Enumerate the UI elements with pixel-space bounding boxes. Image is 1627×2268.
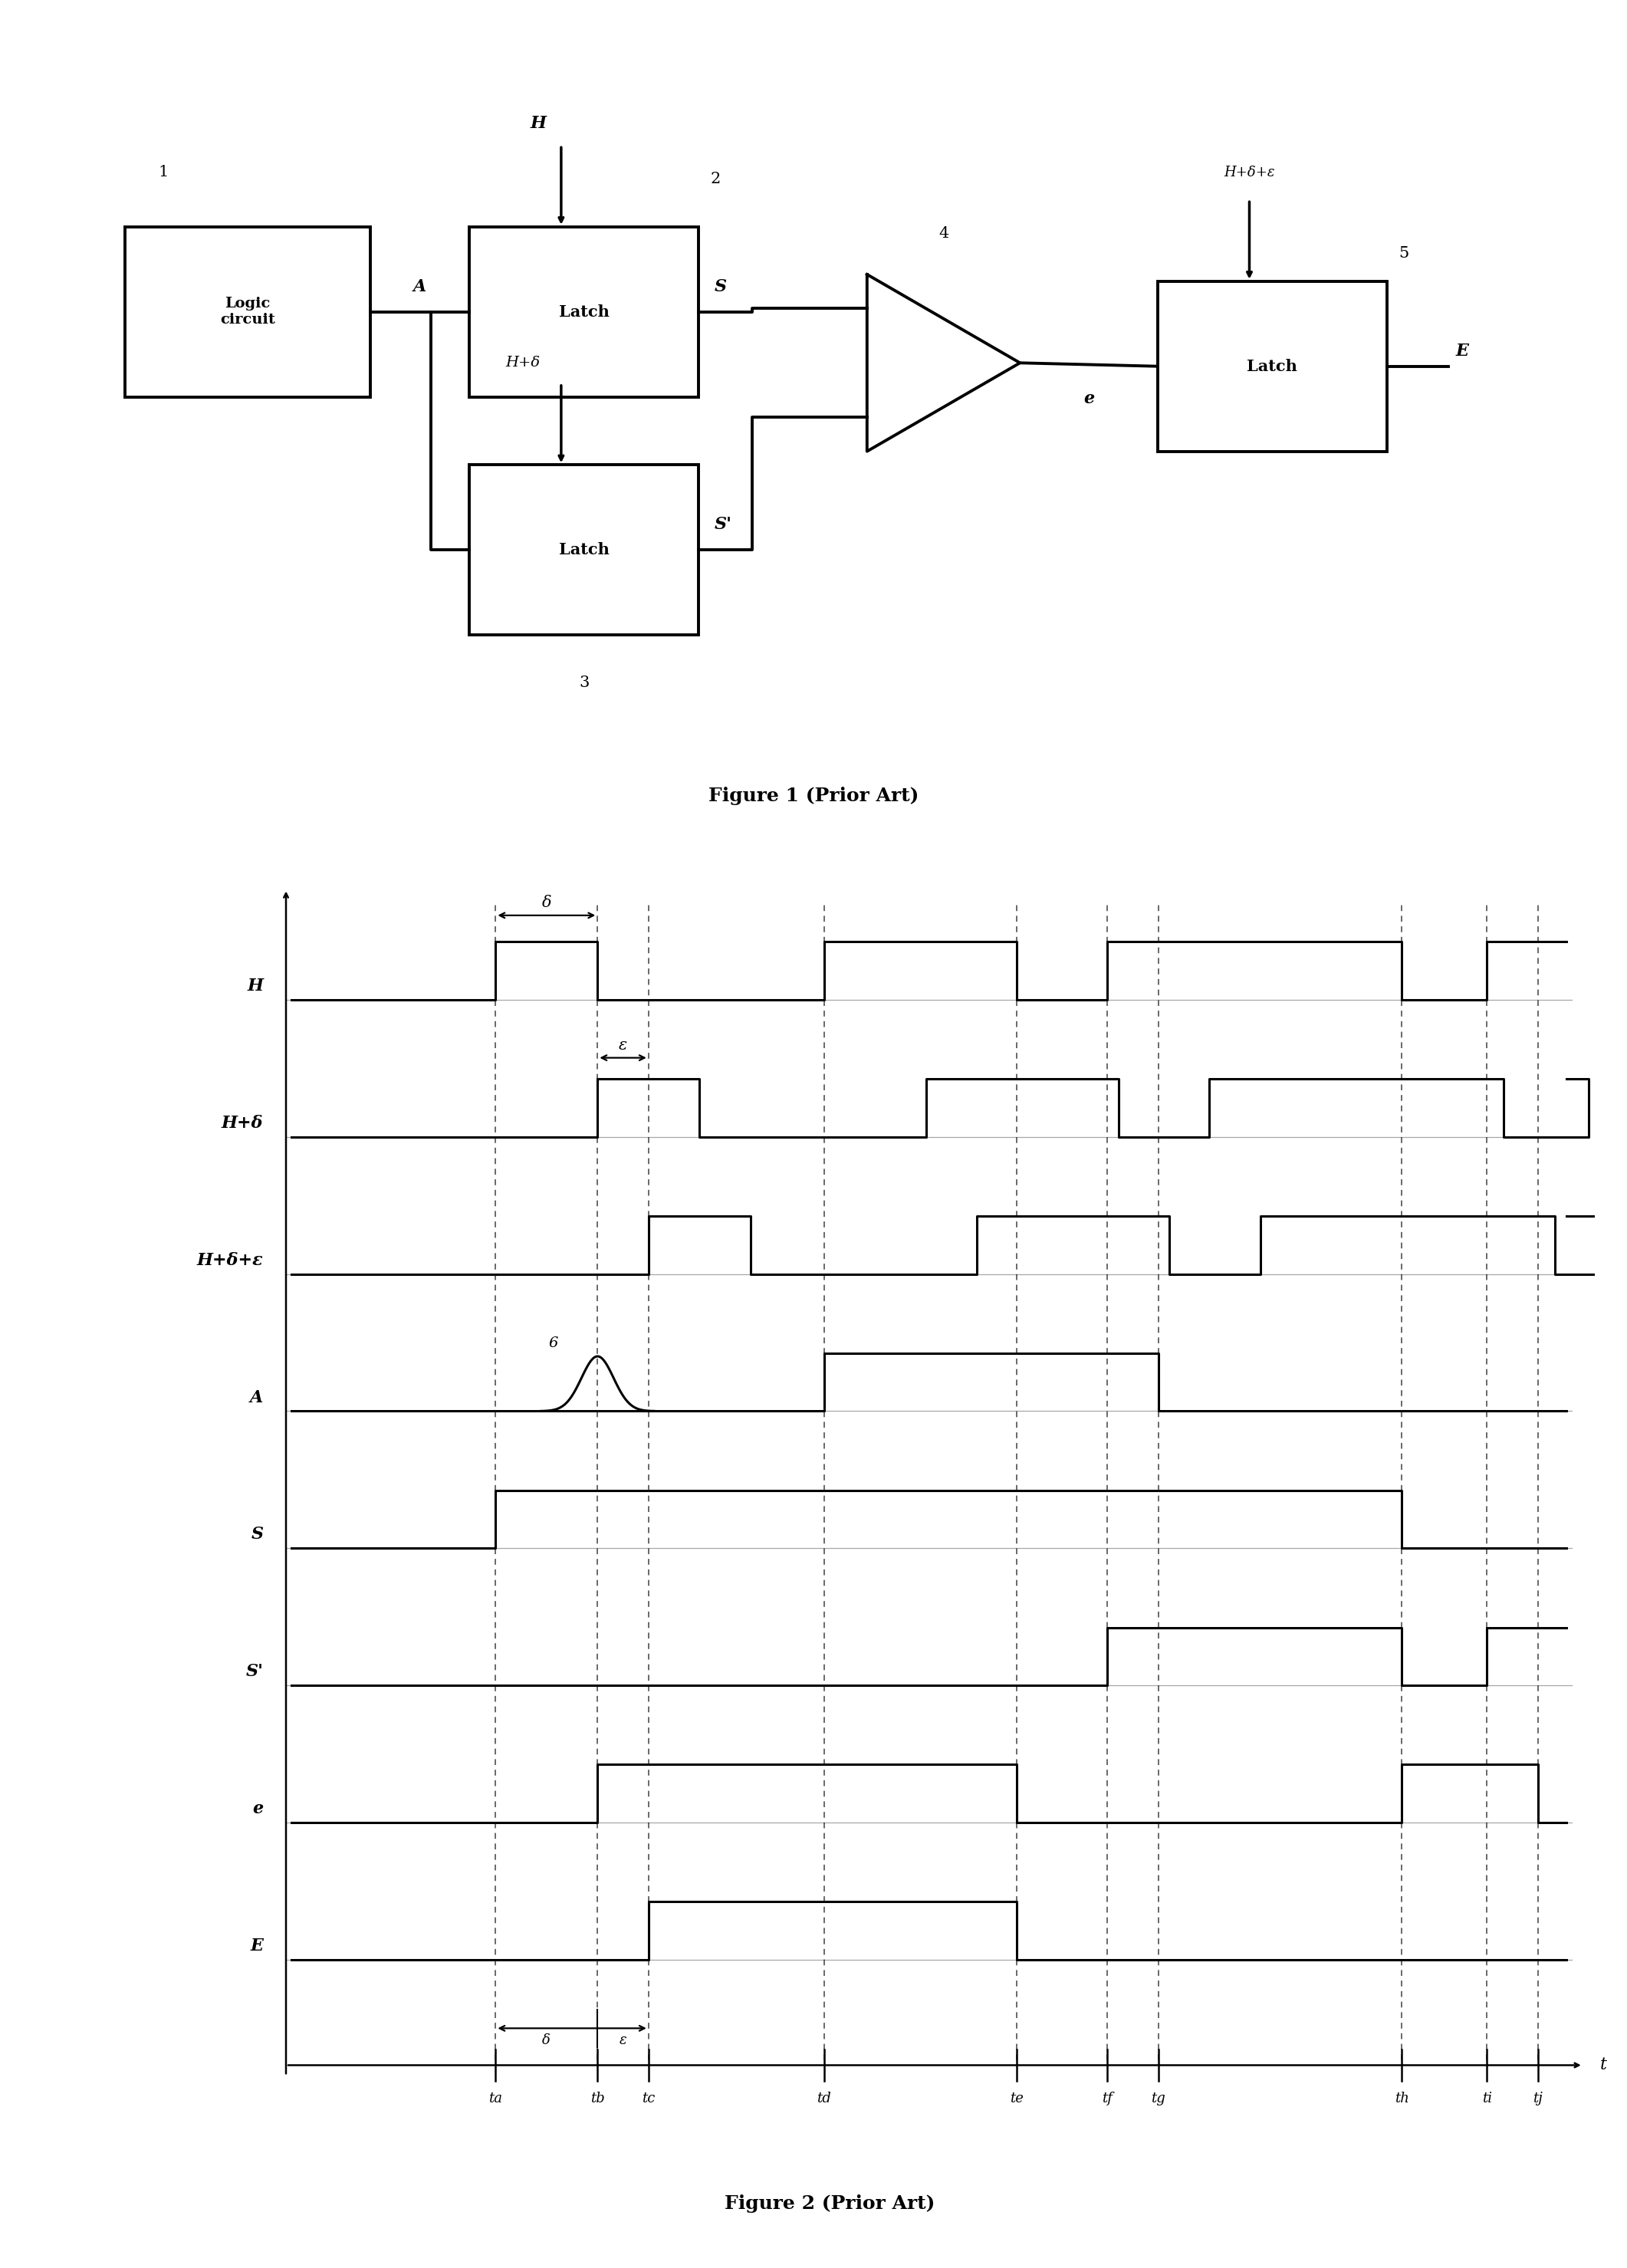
Text: S': S' — [714, 517, 732, 533]
Text: δ: δ — [542, 896, 552, 909]
Text: S': S' — [246, 1662, 264, 1681]
Text: ε: ε — [618, 1039, 628, 1052]
Text: e: e — [1084, 390, 1095, 406]
Text: Latch: Latch — [558, 542, 610, 558]
Text: δ: δ — [542, 2034, 550, 2048]
Text: A: A — [251, 1388, 264, 1406]
Text: H: H — [247, 978, 264, 993]
Text: S: S — [251, 1526, 264, 1542]
Text: 1: 1 — [158, 166, 169, 179]
Text: 4: 4 — [939, 227, 949, 240]
Text: E: E — [251, 1937, 264, 1955]
Text: H+δ+ε: H+δ+ε — [197, 1252, 264, 1268]
Text: tf: tf — [1101, 2091, 1113, 2105]
Text: H: H — [530, 116, 547, 132]
Bar — [125, 227, 369, 397]
Text: H+δ: H+δ — [506, 356, 540, 370]
Text: tj: tj — [1533, 2091, 1542, 2105]
Text: td: td — [817, 2091, 831, 2105]
Bar — [469, 227, 700, 397]
Text: ε: ε — [620, 2034, 626, 2048]
Text: 3: 3 — [579, 676, 589, 689]
Text: Logic
circuit: Logic circuit — [220, 297, 275, 327]
Text: H+δ: H+δ — [221, 1116, 264, 1132]
Text: t: t — [1599, 2057, 1607, 2073]
Bar — [1158, 281, 1386, 451]
Text: Figure 2 (Prior Art): Figure 2 (Prior Art) — [724, 2195, 936, 2214]
Text: Latch: Latch — [558, 304, 610, 320]
Text: 5: 5 — [1399, 247, 1409, 261]
Text: tb: tb — [591, 2091, 605, 2105]
Text: tc: tc — [641, 2091, 656, 2105]
Text: tg: tg — [1152, 2091, 1165, 2105]
Text: Figure 1 (Prior Art): Figure 1 (Prior Art) — [708, 787, 919, 805]
Text: H+δ+ε: H+δ+ε — [1224, 166, 1276, 179]
Text: S: S — [714, 279, 726, 295]
Text: Latch: Latch — [1246, 358, 1298, 374]
Text: E: E — [1456, 342, 1469, 358]
Text: 2: 2 — [711, 172, 721, 186]
Text: th: th — [1394, 2091, 1409, 2105]
Text: e: e — [252, 1801, 264, 1817]
Text: A: A — [413, 279, 426, 295]
Text: ti: ti — [1482, 2091, 1492, 2105]
Text: te: te — [1010, 2091, 1023, 2105]
Text: ta: ta — [488, 2091, 503, 2105]
Bar — [469, 465, 700, 635]
Text: 6: 6 — [548, 1336, 558, 1349]
